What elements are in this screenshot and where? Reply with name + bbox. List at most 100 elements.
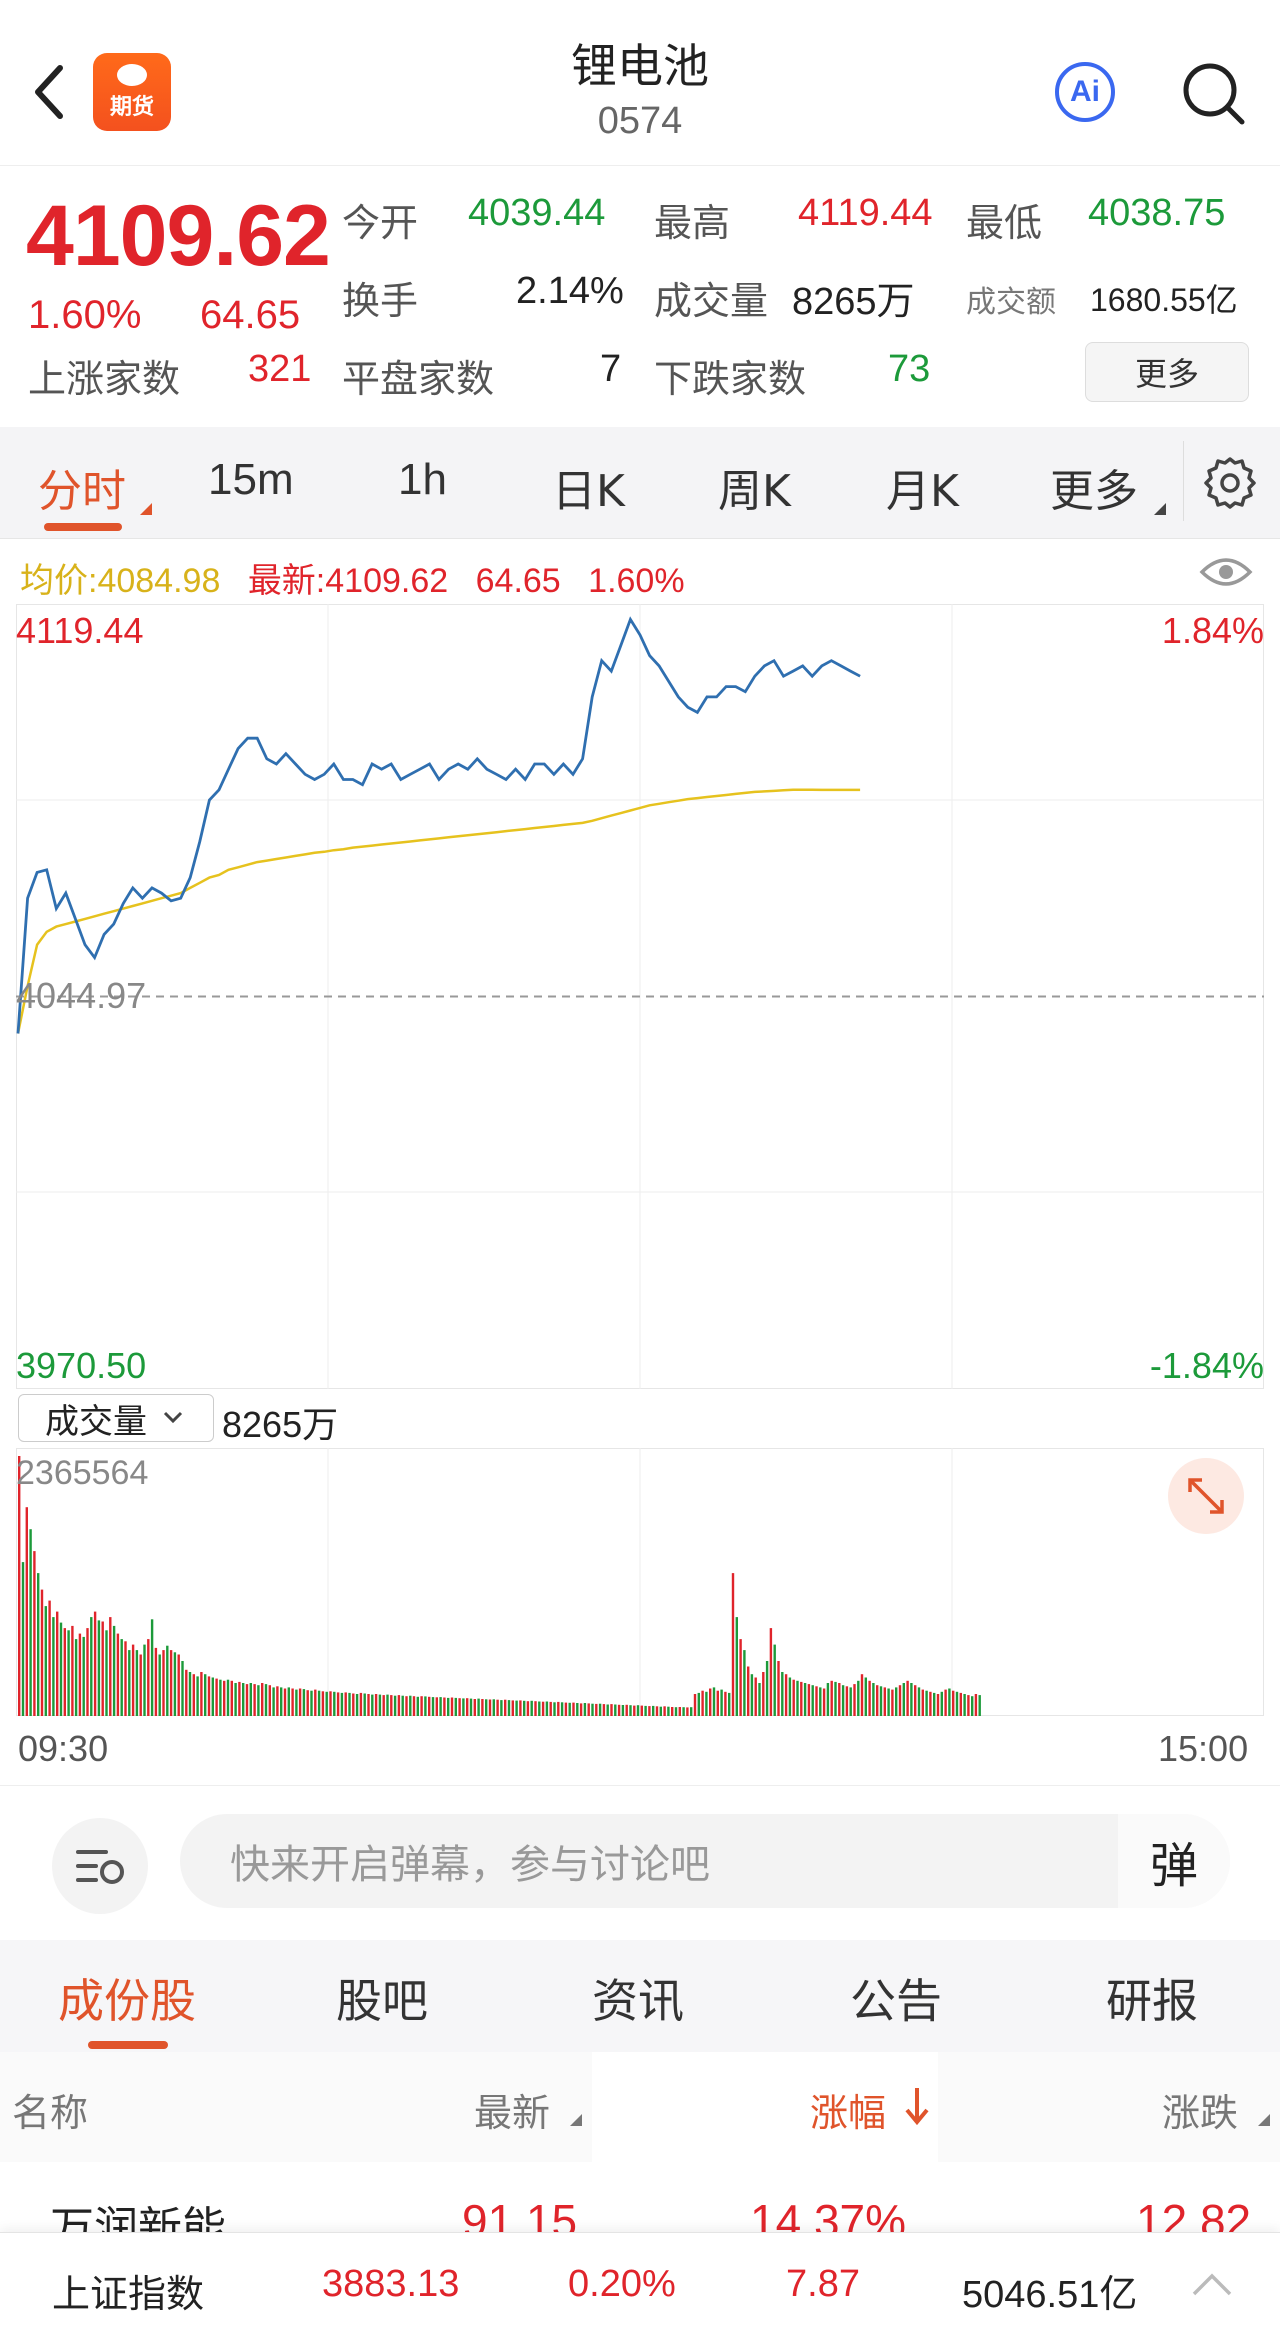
y-max-label: 4119.44 bbox=[16, 610, 144, 651]
volume-bar bbox=[792, 1679, 795, 1716]
volume-header: 成交量 8265万 bbox=[18, 1392, 1278, 1445]
sort-icon bbox=[1258, 2114, 1270, 2126]
volume-bar bbox=[74, 1639, 78, 1716]
danmaku-toggle-button[interactable]: 弹 bbox=[1118, 1814, 1230, 1908]
search-icon[interactable] bbox=[1180, 60, 1250, 130]
ai-assistant-icon[interactable]: Ai bbox=[1055, 62, 1115, 122]
volume-bar bbox=[739, 1639, 742, 1716]
volume-bar bbox=[147, 1639, 150, 1716]
volume-bar bbox=[56, 1611, 59, 1716]
flat-count-label: 平盘家数 bbox=[342, 357, 495, 401]
volume-select-label: 成交量 bbox=[45, 1401, 147, 1442]
high-value: 4119.44 bbox=[798, 192, 933, 234]
eye-icon[interactable] bbox=[1198, 552, 1254, 592]
chevron-down-icon bbox=[163, 1411, 183, 1424]
expand-icon[interactable] bbox=[1168, 1458, 1244, 1534]
volume-bar bbox=[849, 1687, 852, 1716]
volume-bar bbox=[173, 1652, 177, 1716]
volume-bar bbox=[21, 1562, 25, 1716]
volume-bar bbox=[876, 1685, 879, 1716]
volume-bar bbox=[112, 1625, 116, 1716]
volume-bar bbox=[458, 1698, 461, 1716]
latest-change-text: 64.65 bbox=[475, 562, 561, 600]
tab-forum[interactable]: 股吧 bbox=[336, 1974, 428, 2028]
volume-bar bbox=[37, 1573, 40, 1716]
avg-price-text: 均价:4084.98 bbox=[20, 562, 221, 600]
open-label: 今开 bbox=[342, 201, 419, 245]
intraday-chart[interactable]: 4119.44 1.84% 4044.97 3970.50 -1.84% bbox=[16, 604, 1264, 1389]
volume-bar bbox=[838, 1683, 841, 1716]
volume-bar bbox=[416, 1696, 419, 1716]
volume-bar bbox=[443, 1697, 446, 1716]
volume-bar bbox=[701, 1690, 704, 1716]
volume-bar bbox=[583, 1703, 587, 1716]
volume-bar bbox=[314, 1689, 317, 1716]
chevron-up-icon[interactable] bbox=[1190, 2270, 1234, 2304]
tab-intraday[interactable]: 分时 bbox=[38, 466, 126, 517]
volume-chart[interactable]: 2365564 bbox=[16, 1448, 1264, 1716]
tab-15m[interactable]: 15m bbox=[208, 455, 294, 504]
volume-bar bbox=[952, 1690, 955, 1716]
volume-bar bbox=[439, 1697, 442, 1716]
volume-bar bbox=[724, 1691, 727, 1716]
volume-bar bbox=[902, 1683, 905, 1716]
volume-bar bbox=[716, 1690, 719, 1716]
volume-bar bbox=[777, 1661, 780, 1716]
volume-indicator-select[interactable]: 成交量 bbox=[18, 1394, 214, 1442]
volume-bar bbox=[249, 1683, 252, 1716]
tab-announcements[interactable]: 公告 bbox=[850, 1974, 942, 2028]
volume-bar bbox=[705, 1691, 708, 1716]
volume-bar bbox=[67, 1630, 70, 1716]
volume-bar bbox=[841, 1685, 845, 1716]
settings-gear-icon[interactable] bbox=[1202, 455, 1258, 511]
tab-news[interactable]: 资讯 bbox=[592, 1974, 684, 2028]
volume-bar bbox=[223, 1680, 226, 1716]
volume-bar bbox=[268, 1685, 271, 1716]
sorted-column-bg bbox=[592, 2052, 938, 2162]
tab-constituents[interactable]: 成份股 bbox=[58, 1974, 196, 2028]
more-stats-button[interactable]: 更多 bbox=[1085, 342, 1249, 402]
volume-bar bbox=[625, 1704, 628, 1716]
amount-value: 1680.55亿 bbox=[1090, 282, 1238, 318]
volume-bar bbox=[272, 1687, 275, 1716]
volume-bar bbox=[686, 1707, 689, 1716]
avg-price-line bbox=[16, 788, 861, 1034]
back-icon[interactable] bbox=[20, 52, 80, 132]
col-change-header[interactable]: 涨跌 bbox=[1162, 2091, 1239, 2135]
volume-bar bbox=[348, 1692, 351, 1716]
col-pct-header[interactable]: 涨幅 bbox=[810, 2091, 887, 2135]
pct-max-label: 1.84% bbox=[1161, 610, 1264, 651]
volume-bar bbox=[511, 1700, 514, 1716]
sort-icon bbox=[570, 2114, 582, 2126]
volume-bar bbox=[188, 1672, 192, 1716]
tab-more[interactable]: 更多 bbox=[1050, 466, 1138, 517]
volume-bar bbox=[44, 1606, 47, 1716]
tab-intraday-dropdown-icon bbox=[140, 503, 152, 515]
volume-bar bbox=[891, 1689, 894, 1716]
volume-bar bbox=[557, 1701, 560, 1716]
tab-weekly-k[interactable]: 周K bbox=[718, 466, 791, 517]
tab-monthly-k[interactable]: 月K bbox=[886, 466, 959, 517]
volume-bar bbox=[78, 1633, 82, 1716]
volume-bar bbox=[610, 1704, 613, 1716]
volume-bar bbox=[298, 1688, 302, 1716]
time-end-label: 15:00 bbox=[1158, 1728, 1249, 1769]
tab-1h[interactable]: 1h bbox=[398, 455, 447, 504]
volume-bar bbox=[879, 1686, 883, 1716]
volume-bar bbox=[572, 1702, 575, 1716]
table-row[interactable]: 万润新能 91.15 14.37% 12.82 bbox=[0, 2162, 1280, 2232]
volume-bar bbox=[933, 1692, 936, 1716]
tab-research[interactable]: 研报 bbox=[1106, 1974, 1198, 2028]
volume-bar bbox=[674, 1707, 678, 1716]
col-latest-header[interactable]: 最新 bbox=[474, 2091, 551, 2135]
volume-bar bbox=[864, 1677, 867, 1716]
index-pct: 0.20% bbox=[568, 2263, 676, 2305]
volume-bar bbox=[492, 1699, 495, 1716]
tab-daily-k[interactable]: 日K bbox=[552, 466, 625, 517]
amount-label: 成交额 bbox=[966, 285, 1056, 320]
index-ticker-bar[interactable] bbox=[0, 2232, 1280, 2343]
danmaku-input[interactable]: 快来开启弹幕，参与讨论吧 bbox=[180, 1814, 1230, 1908]
volume-bar bbox=[143, 1644, 146, 1716]
volume-bar bbox=[830, 1680, 833, 1716]
danmaku-settings-icon[interactable] bbox=[52, 1818, 148, 1914]
